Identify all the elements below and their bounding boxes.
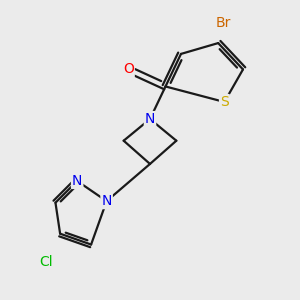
Text: Cl: Cl xyxy=(39,255,53,268)
Text: O: O xyxy=(123,62,134,76)
Text: N: N xyxy=(72,174,83,188)
Text: Br: Br xyxy=(215,16,230,30)
Text: N: N xyxy=(101,194,112,208)
Text: S: S xyxy=(220,95,229,109)
Text: N: N xyxy=(145,112,155,126)
